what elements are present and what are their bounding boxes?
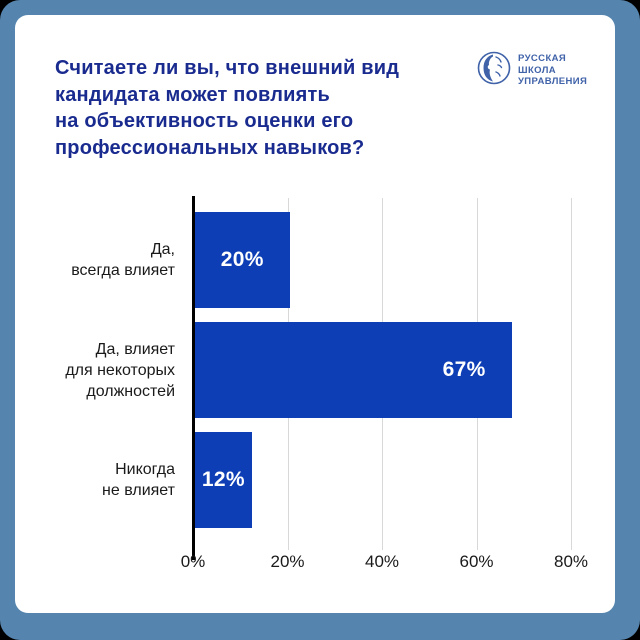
category-label: Да, влияет для некоторых должностей bbox=[65, 340, 175, 400]
category-label: Никогда не влияет bbox=[102, 461, 175, 499]
content-card: Считаете ли вы, что внешний вид кандидат… bbox=[15, 15, 615, 613]
category-label: Да, всегда влияет bbox=[71, 241, 175, 279]
chart-title-question: Считаете ли вы, что внешний вид кандидат… bbox=[55, 57, 400, 159]
x-tick-label: 80% bbox=[553, 552, 589, 571]
bar-value-label: 67% bbox=[442, 358, 486, 381]
bar-value-label: 20% bbox=[220, 248, 264, 271]
y-axis-baseline bbox=[192, 196, 195, 560]
bar: 67% bbox=[195, 322, 512, 418]
company-logo-text: РУССКАЯ ШКОЛА УПРАВЛЕНИЯ bbox=[518, 53, 588, 88]
bar-value-label: 12% bbox=[201, 468, 245, 491]
bar: 20% bbox=[195, 212, 290, 308]
bar: 12% bbox=[195, 432, 252, 528]
x-tick-label: 20% bbox=[270, 552, 305, 571]
company-logo: РУССКАЯ ШКОЛА УПРАВЛЕНИЯ bbox=[477, 51, 587, 90]
x-tick-label: 60% bbox=[459, 552, 494, 571]
x-tick-label: 0% bbox=[180, 552, 206, 571]
gridline-80% bbox=[571, 198, 572, 550]
rsu-globe-face-icon bbox=[477, 51, 511, 90]
bar-chart: Да, всегда влияет 20% Да, влияет для некот… bbox=[15, 15, 615, 613]
x-tick-label: 40% bbox=[364, 552, 400, 571]
